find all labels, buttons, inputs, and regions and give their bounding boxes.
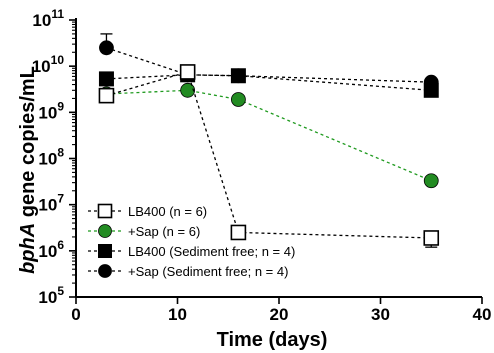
series-line — [106, 74, 432, 91]
data-point — [423, 74, 439, 90]
series-1 — [99, 82, 439, 189]
data-point — [423, 230, 440, 246]
y-tick-label: 1010 — [32, 53, 65, 76]
x-tick-label: 20 — [270, 305, 289, 324]
y-tick-label: 109 — [38, 99, 64, 122]
x-tick-label: 40 — [473, 305, 492, 324]
data-point — [98, 71, 114, 87]
x-tick-label: 0 — [71, 305, 80, 324]
legend-marker — [98, 224, 112, 238]
y-tick-label: 105 — [38, 284, 64, 307]
y-tick-label: 108 — [38, 146, 64, 169]
legend-label: +Sap (Sediment free; n = 4) — [128, 264, 288, 279]
data-point — [230, 92, 246, 107]
x-tick-label: 30 — [371, 305, 390, 324]
data-point — [423, 173, 439, 189]
data-point — [179, 64, 196, 80]
legend-marker — [98, 244, 112, 258]
y-axis-title-rest: gene copies/mL — [17, 66, 39, 223]
series-0 — [98, 64, 440, 248]
axes: 0 10 20 30 40 105 106 107 108 109 1010 1011 — [32, 7, 492, 324]
legend-label: LB400 (n = 6) — [128, 204, 207, 219]
y-tick-label: 106 — [38, 238, 64, 261]
y-tick-label: 1011 — [32, 7, 64, 30]
y-axis-title-italic: bphA — [17, 223, 39, 274]
legend-label: +Sap (n = 6) — [128, 224, 200, 239]
data-point — [180, 82, 196, 98]
series-2 — [98, 67, 439, 98]
series-line — [106, 89, 432, 182]
legend: LB400 (n = 6) +Sap (n = 6) LB400 (Sediment… — [88, 203, 295, 279]
x-axis-title: Time (days) — [217, 329, 328, 351]
data-point — [99, 40, 114, 56]
y-axis-title: bphA gene copies/mL — [17, 66, 39, 274]
series-line — [106, 71, 432, 239]
series-layer — [98, 33, 440, 248]
legend-marker — [98, 264, 112, 278]
x-tick-label: 10 — [168, 305, 187, 324]
data-point — [230, 68, 246, 84]
legend-label: LB400 (Sediment free; n = 4) — [128, 244, 295, 259]
legend-marker — [97, 203, 113, 219]
data-point — [230, 224, 247, 241]
data-point — [98, 87, 115, 104]
y-tick-label: 107 — [38, 192, 64, 215]
series-3 — [99, 33, 439, 90]
series-line — [106, 47, 432, 83]
